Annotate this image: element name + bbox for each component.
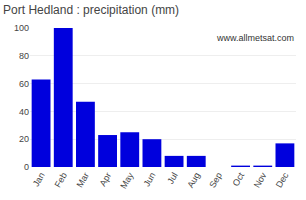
svg-text:100: 100 [14,23,29,33]
svg-text:Jul: Jul [165,171,179,186]
svg-text:Nov: Nov [252,170,269,189]
svg-text:Port Hedland : precipitation (: Port Hedland : precipitation (mm) [3,3,179,17]
svg-text:Feb: Feb [52,171,68,189]
svg-text:60: 60 [19,79,29,89]
svg-text:20: 20 [19,134,29,144]
svg-text:May: May [118,170,135,190]
svg-text:80: 80 [19,51,29,61]
svg-text:Jun: Jun [142,171,158,189]
svg-text:Oct: Oct [231,170,247,188]
svg-text:Aug: Aug [185,171,202,190]
svg-text:40: 40 [19,107,29,117]
svg-text:Jan: Jan [31,171,47,189]
svg-text:Sep: Sep [207,171,224,190]
svg-text:www.allmetsat.com: www.allmetsat.com [216,33,294,43]
svg-text:Dec: Dec [274,170,291,189]
svg-text:Apr: Apr [98,171,114,188]
svg-text:0: 0 [24,162,29,172]
svg-text:Mar: Mar [75,171,91,189]
